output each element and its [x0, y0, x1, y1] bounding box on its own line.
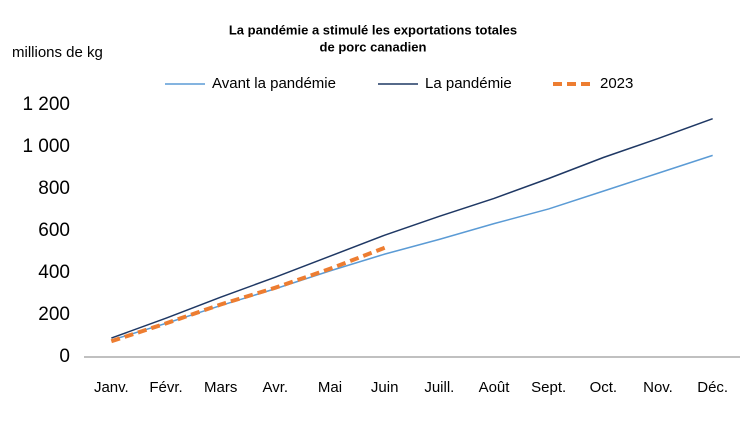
- x-tick-label: Juin: [371, 379, 399, 396]
- x-tick-label: Mai: [318, 379, 342, 396]
- y-tick-label: 1 000: [22, 136, 70, 157]
- x-tick-label: Mars: [204, 379, 237, 396]
- series-line: [111, 154, 713, 341]
- y-tick-label: 400: [38, 262, 70, 283]
- x-tick-label: Sept.: [531, 379, 566, 396]
- legend-label: La pandémie: [425, 75, 512, 92]
- y-tick-label: 200: [38, 304, 70, 325]
- x-tick-label: Nov.: [643, 379, 673, 396]
- x-tick-label: Août: [479, 379, 511, 396]
- y-tick-label: 0: [59, 346, 70, 367]
- y-tick-label: 800: [38, 178, 70, 199]
- chart-title: de porc canadien: [320, 39, 427, 54]
- x-tick-label: Avr.: [263, 379, 289, 396]
- series-line: [111, 117, 713, 339]
- y-tick-label: 1 200: [22, 94, 70, 115]
- x-tick-label: Févr.: [149, 379, 182, 396]
- x-tick-label: Juill.: [424, 379, 454, 396]
- series-line: [110, 245, 386, 344]
- legend-label: Avant la pandémie: [212, 75, 336, 92]
- x-tick-label: Oct.: [590, 379, 618, 396]
- chart-title: La pandémie a stimulé les exportations t…: [229, 22, 517, 37]
- legend-label: 2023: [600, 75, 633, 92]
- y-tick-label: 600: [38, 220, 70, 241]
- x-tick-label: Janv.: [94, 379, 129, 396]
- y-axis-label: millions de kg: [12, 44, 103, 61]
- x-tick-label: Déc.: [697, 379, 728, 396]
